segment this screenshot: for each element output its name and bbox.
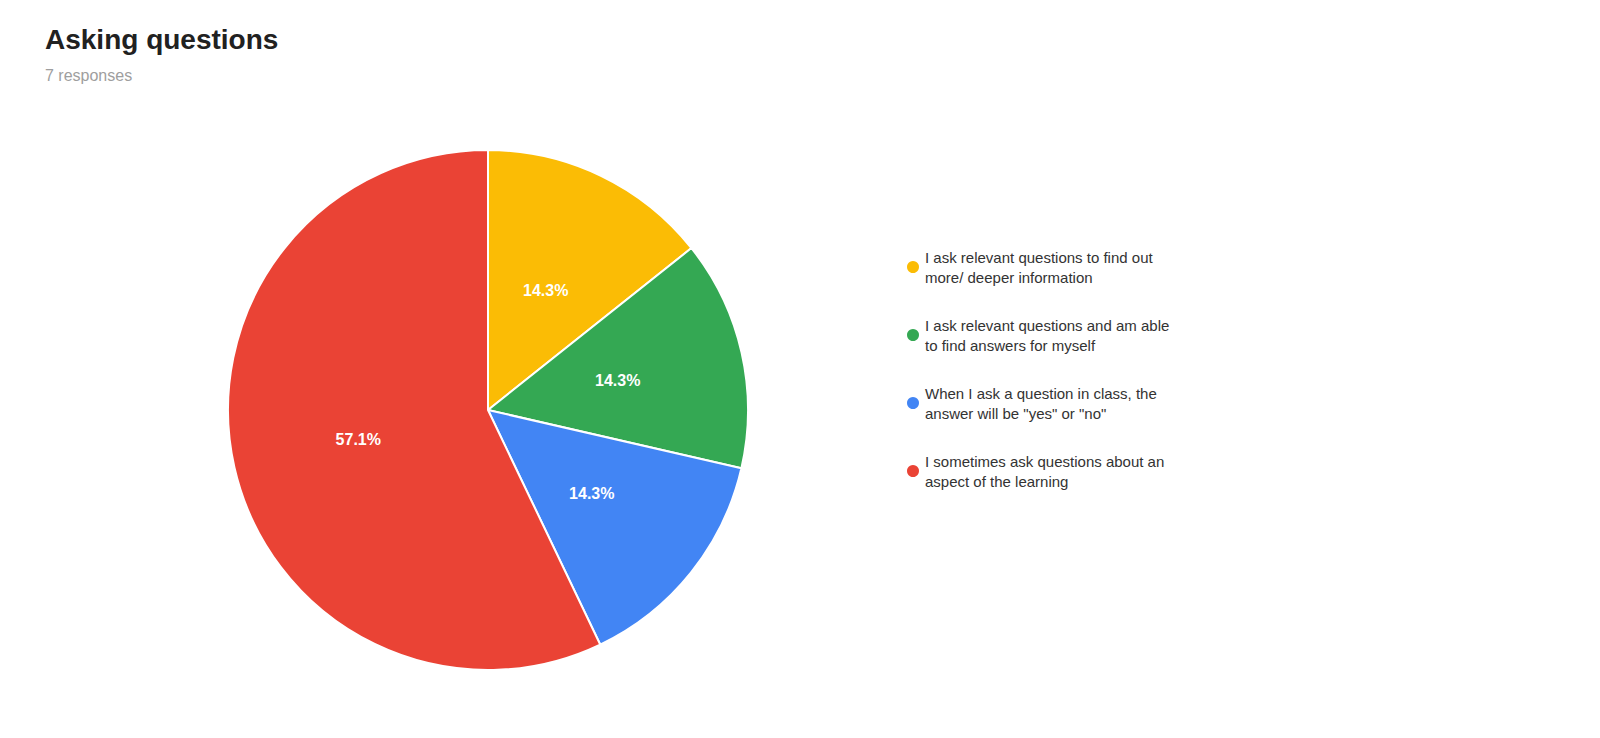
- svg-text:I ask relevant questions and a: I ask relevant questions and am able: [925, 317, 1169, 334]
- svg-text:more/ deeper information: more/ deeper information: [925, 269, 1093, 286]
- svg-text:to find answers for myself: to find answers for myself: [925, 337, 1096, 354]
- svg-text:I sometimes ask questions abou: I sometimes ask questions about an: [925, 453, 1164, 470]
- svg-text:7 responses: 7 responses: [45, 67, 132, 84]
- svg-text:I ask relevant questions to fi: I ask relevant questions to find out: [925, 249, 1153, 266]
- svg-text:57.1%: 57.1%: [336, 431, 381, 448]
- svg-text:14.3%: 14.3%: [595, 372, 640, 389]
- svg-text:Asking questions: Asking questions: [45, 24, 278, 55]
- svg-text:14.3%: 14.3%: [569, 485, 614, 502]
- svg-text:answer will be "yes" or "no": answer will be "yes" or "no": [925, 405, 1106, 422]
- svg-text:14.3%: 14.3%: [523, 282, 568, 299]
- svg-text:When I ask a question in class: When I ask a question in class, the: [925, 385, 1157, 402]
- svg-text:aspect of the learning: aspect of the learning: [925, 473, 1068, 490]
